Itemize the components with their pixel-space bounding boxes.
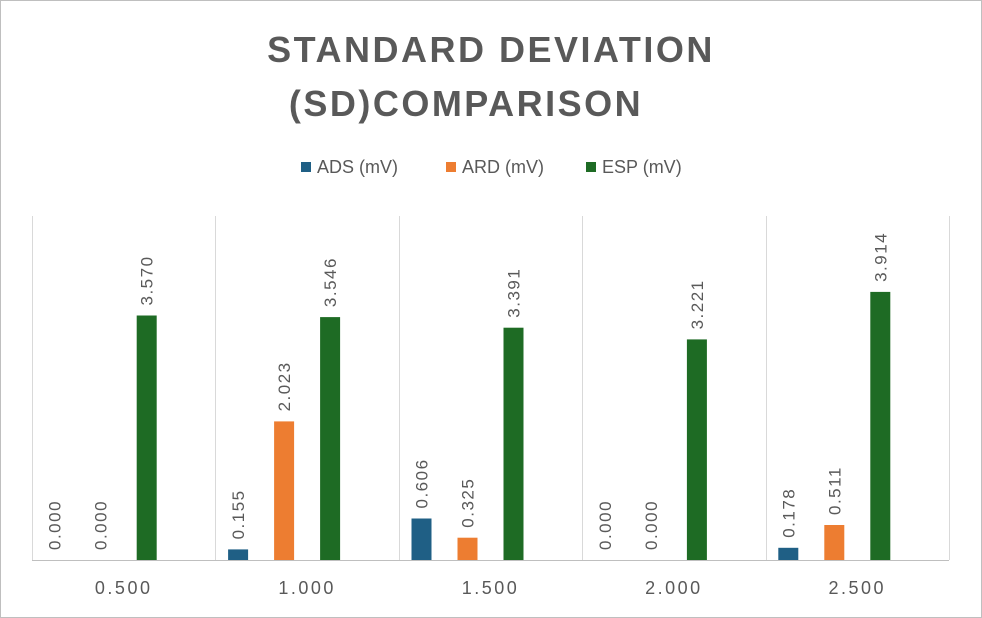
legend: ADS (mV) ARD (mV) ESP (mV): [301, 157, 682, 177]
data-label-3-1: 3.570: [138, 255, 157, 305]
bar-1-5: [778, 547, 799, 560]
bar-2-2: [274, 421, 295, 560]
data-label-2-1: 0.000: [92, 500, 111, 550]
chart-title-group: STANDARD DEVIATION (SD)COMPARISON: [267, 29, 715, 124]
data-label-3-3: 3.391: [505, 268, 524, 318]
legend-label-2: ARD (mV): [462, 157, 544, 177]
legend-label-1: ADS (mV): [317, 157, 398, 177]
data-labels: 0.000 0.000 3.570 0.155 2.023 3.546 0.606 0.325…: [46, 232, 891, 550]
data-label-2-3: 0.325: [459, 478, 478, 528]
bar-2-3: [457, 537, 478, 560]
data-label-1-4: 0.000: [596, 500, 615, 550]
data-label-1-5: 0.178: [779, 488, 798, 538]
legend-swatch-3: [586, 162, 596, 172]
legend-swatch-2: [446, 162, 456, 172]
chart-title-line-1: STANDARD DEVIATION: [267, 29, 715, 70]
bar-1-2: [228, 549, 249, 560]
data-label-1-3: 0.606: [413, 458, 432, 508]
data-label-1-1: 0.000: [46, 500, 65, 550]
bar-3-5: [870, 291, 891, 560]
gridlines: [32, 216, 950, 560]
bars: [136, 291, 891, 560]
bar-3-3: [503, 327, 524, 560]
data-label-1-2: 0.155: [229, 489, 248, 539]
x-tick-label-3: 1.500: [462, 578, 520, 598]
chart-title-line-2: (SD)COMPARISON: [289, 83, 643, 124]
bar-3-2: [320, 317, 341, 560]
x-tick-label-5: 2.500: [829, 578, 887, 598]
data-label-3-2: 3.546: [321, 257, 340, 307]
data-label-2-2: 2.023: [275, 361, 294, 411]
legend-swatch-1: [301, 162, 311, 172]
data-label-3-4: 3.221: [688, 279, 707, 329]
data-label-3-5: 3.914: [871, 232, 890, 282]
data-label-2-5: 0.511: [825, 466, 844, 515]
bar-3-1: [136, 315, 157, 560]
x-tick-label-4: 2.000: [645, 578, 703, 598]
x-tick-label-2: 1.000: [278, 578, 336, 598]
bar-1-3: [411, 518, 432, 560]
legend-label-3: ESP (mV): [602, 157, 682, 177]
bar-3-4: [686, 339, 707, 560]
bar-2-5: [824, 525, 845, 560]
x-tick-label-1: 0.500: [95, 578, 153, 598]
data-label-2-4: 0.000: [642, 500, 661, 550]
x-axis: 0.500 1.000 1.500 2.000 2.500: [32, 560, 949, 598]
